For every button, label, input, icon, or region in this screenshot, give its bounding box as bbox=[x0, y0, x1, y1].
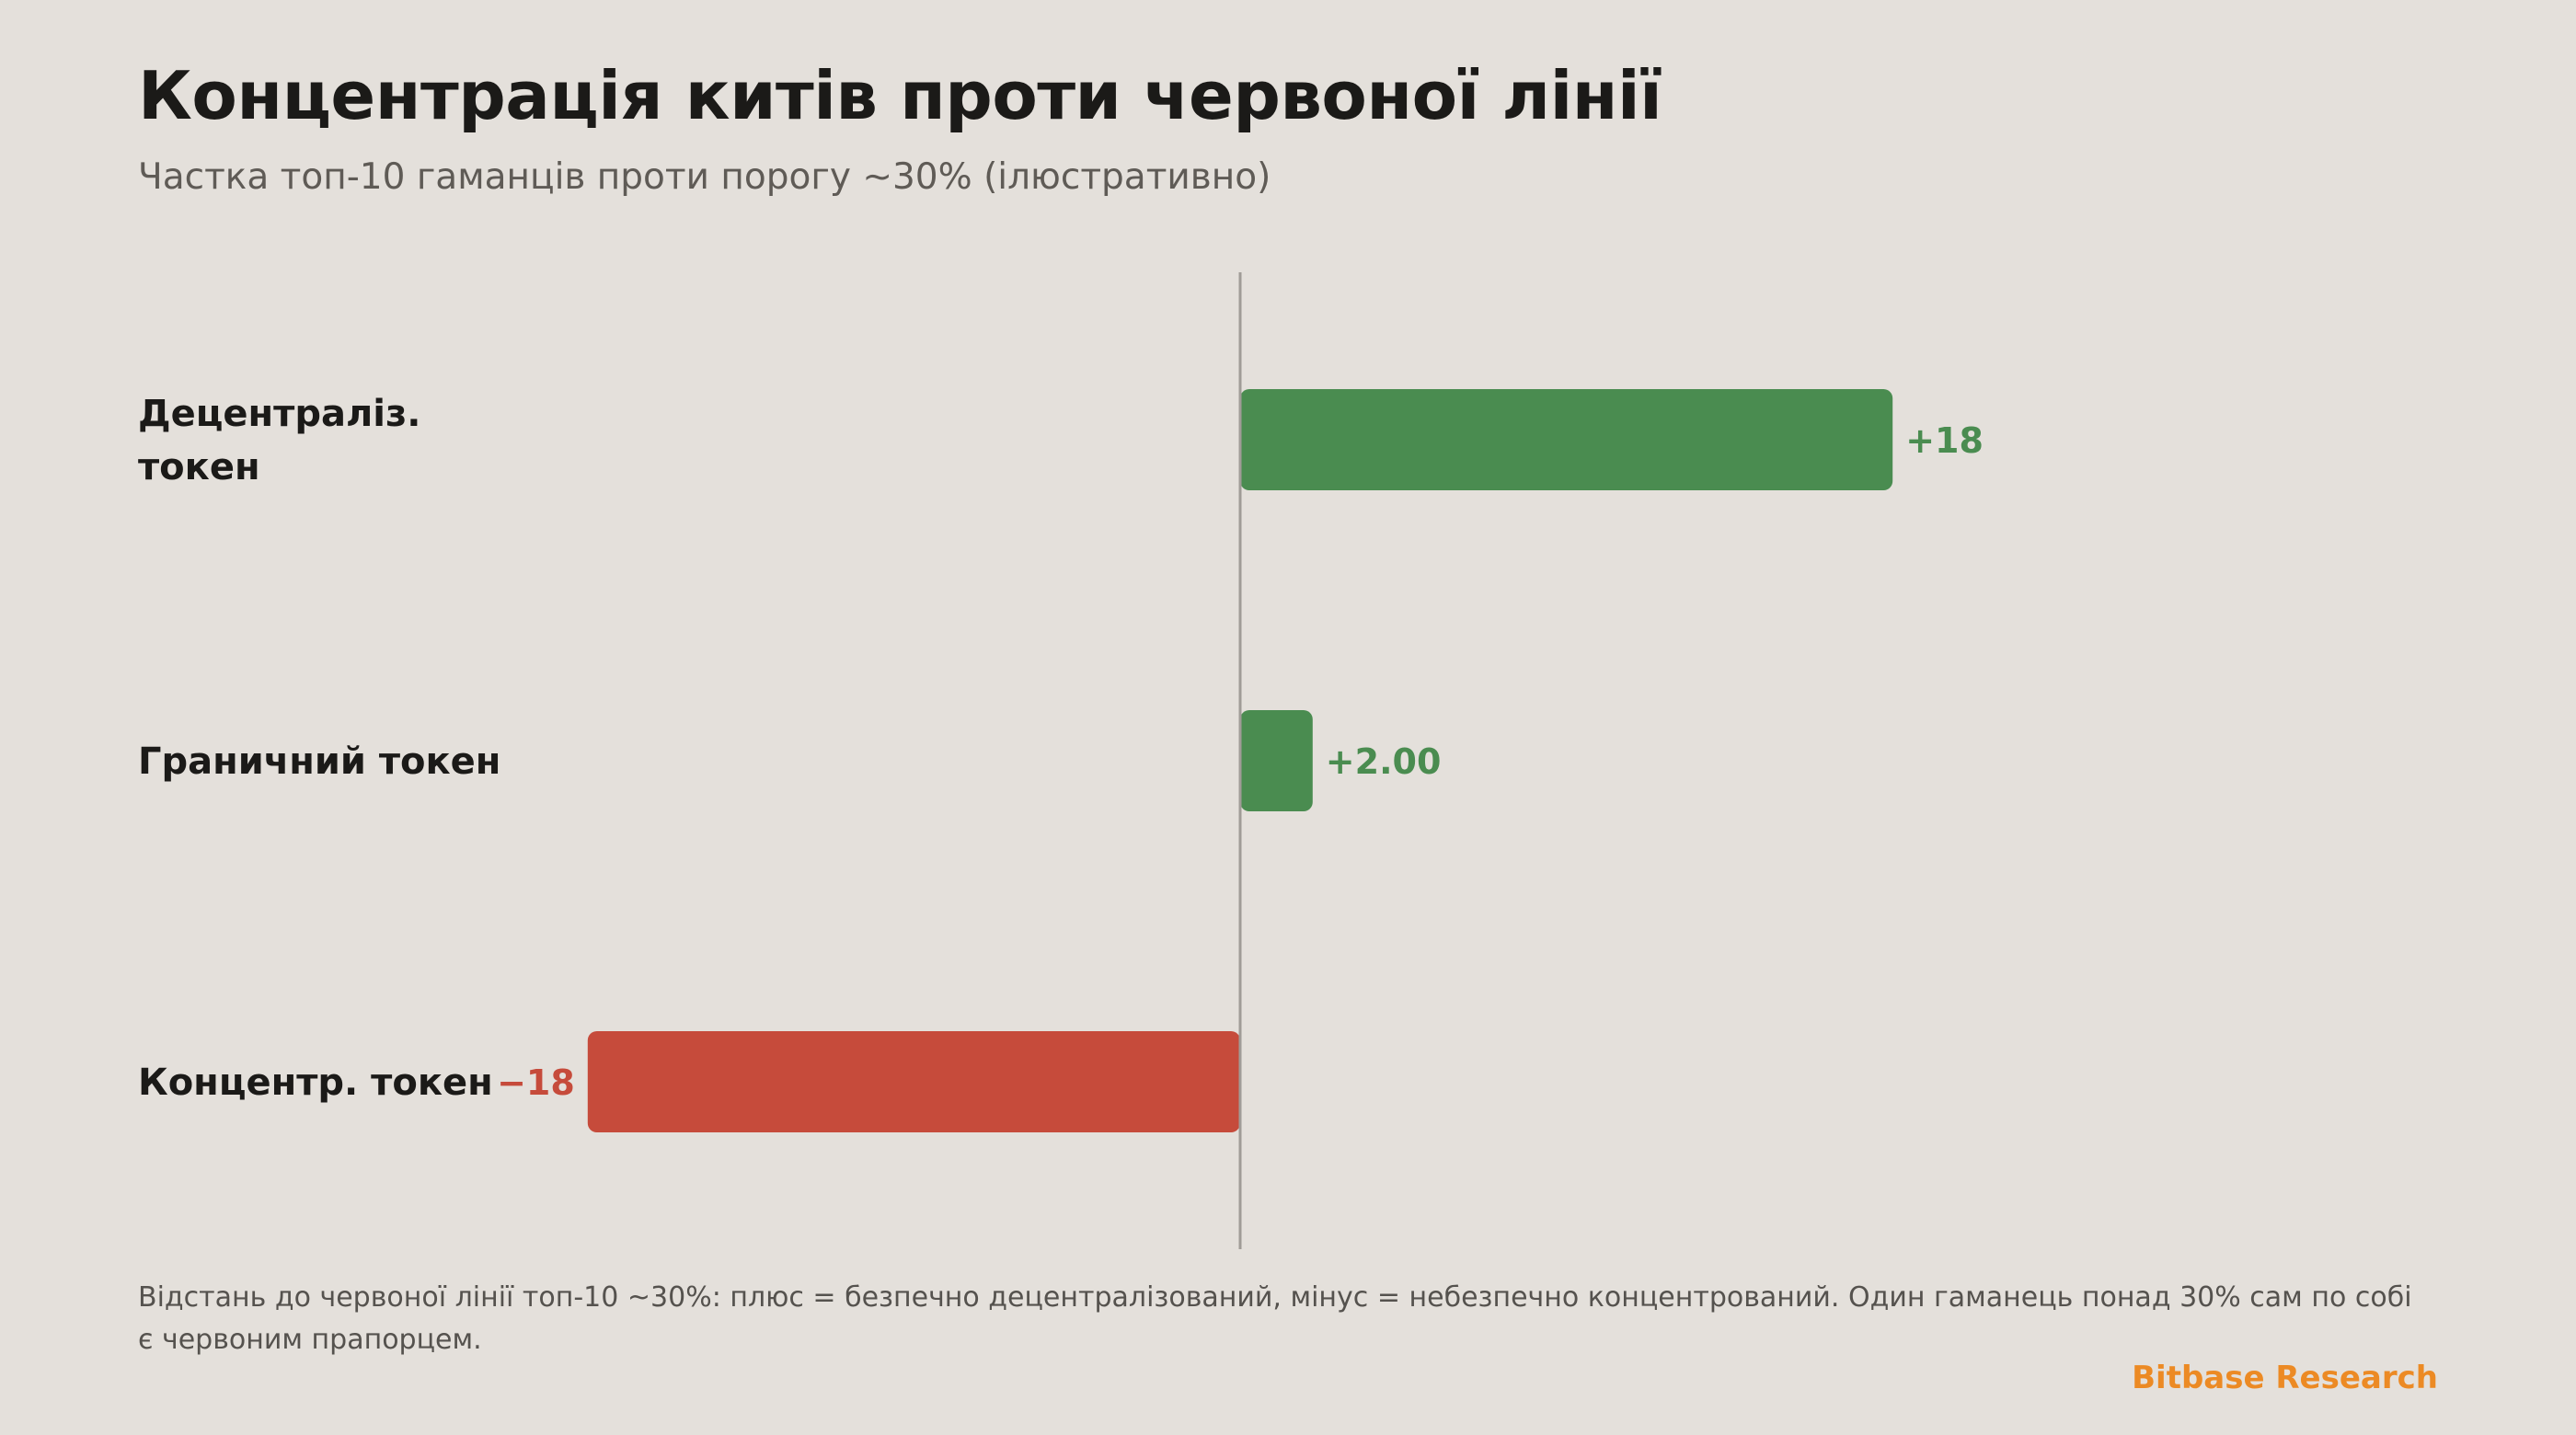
bar-value-label-1: +2.00 bbox=[1326, 741, 1442, 782]
category-label-1: Граничний токен bbox=[138, 740, 500, 783]
category-label-line: токен bbox=[138, 446, 260, 488]
brand-logo-text: Bitbase Research bbox=[2132, 1360, 2438, 1396]
category-label-0: Децентраліз. токен bbox=[138, 393, 420, 488]
bar-value-label-0: +18 bbox=[1905, 420, 1984, 461]
bar-1 bbox=[1240, 710, 1313, 811]
bar-2 bbox=[587, 1031, 1240, 1132]
chart-subtitle: Частка топ-10 гаманців проти порогу ~30%… bbox=[138, 156, 1271, 198]
bar-chart: +18 +2.00 −18 Децентраліз. токен Граничний то… bbox=[138, 272, 1984, 1249]
category-label-line: Концентр. токен bbox=[138, 1062, 493, 1104]
category-label-line: Децентраліз. bbox=[138, 393, 420, 435]
footnote: Відстань до червоної лінії топ-10 ~30%: … bbox=[138, 1281, 2412, 1356]
category-label-2: Концентр. токен bbox=[138, 1062, 493, 1104]
bar-0 bbox=[1240, 389, 1893, 490]
chart-title: Концентрація китів проти червоної лінії bbox=[138, 57, 1662, 134]
category-label-line: Граничний токен bbox=[138, 740, 500, 783]
bar-value-label-2: −18 bbox=[497, 1062, 575, 1103]
